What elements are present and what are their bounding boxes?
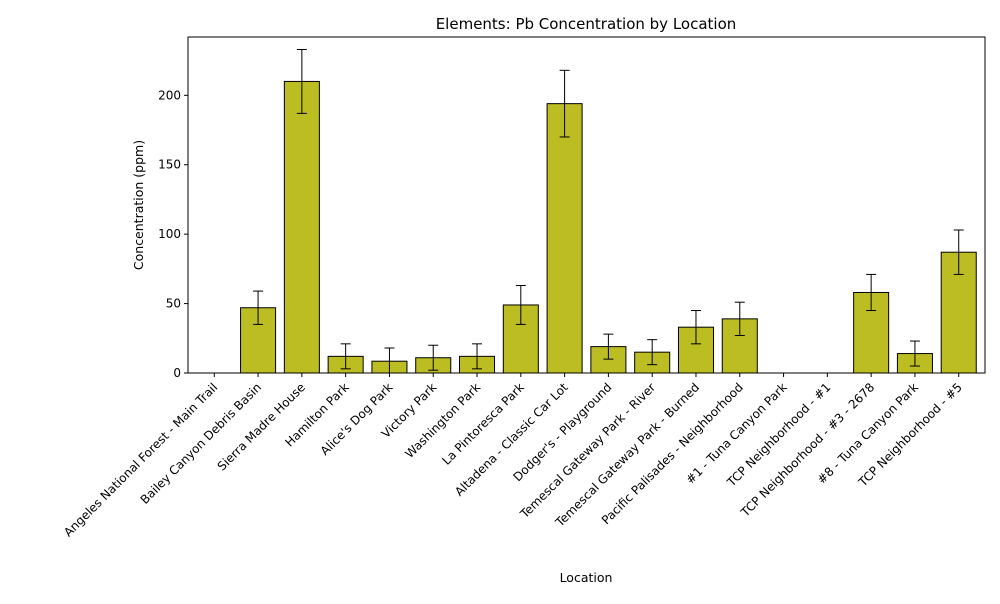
y-tick-label: 200 (158, 88, 181, 102)
y-tick-label: 100 (158, 227, 181, 241)
x-axis-label: Location (560, 570, 613, 585)
chart-title: Elements: Pb Concentration by Location (436, 15, 737, 33)
bar (283, 80, 320, 374)
bar (546, 103, 583, 374)
plot-frame (187, 36, 986, 374)
plot-area: 0 50 100 150 200 Angeles National Forest - Ma… (61, 36, 986, 539)
y-tick-label: 50 (166, 297, 181, 311)
x-tick-label: Angeles National Forest - Main Trail (61, 380, 220, 539)
y-tick-label: 0 (173, 366, 181, 380)
x-tick-label: La Pintoresca Park (439, 380, 527, 468)
y-axis-label: Concentration (ppm) (131, 140, 146, 270)
y-tick-label: 150 (158, 158, 181, 172)
x-tick-label: Washington Park (402, 380, 483, 461)
